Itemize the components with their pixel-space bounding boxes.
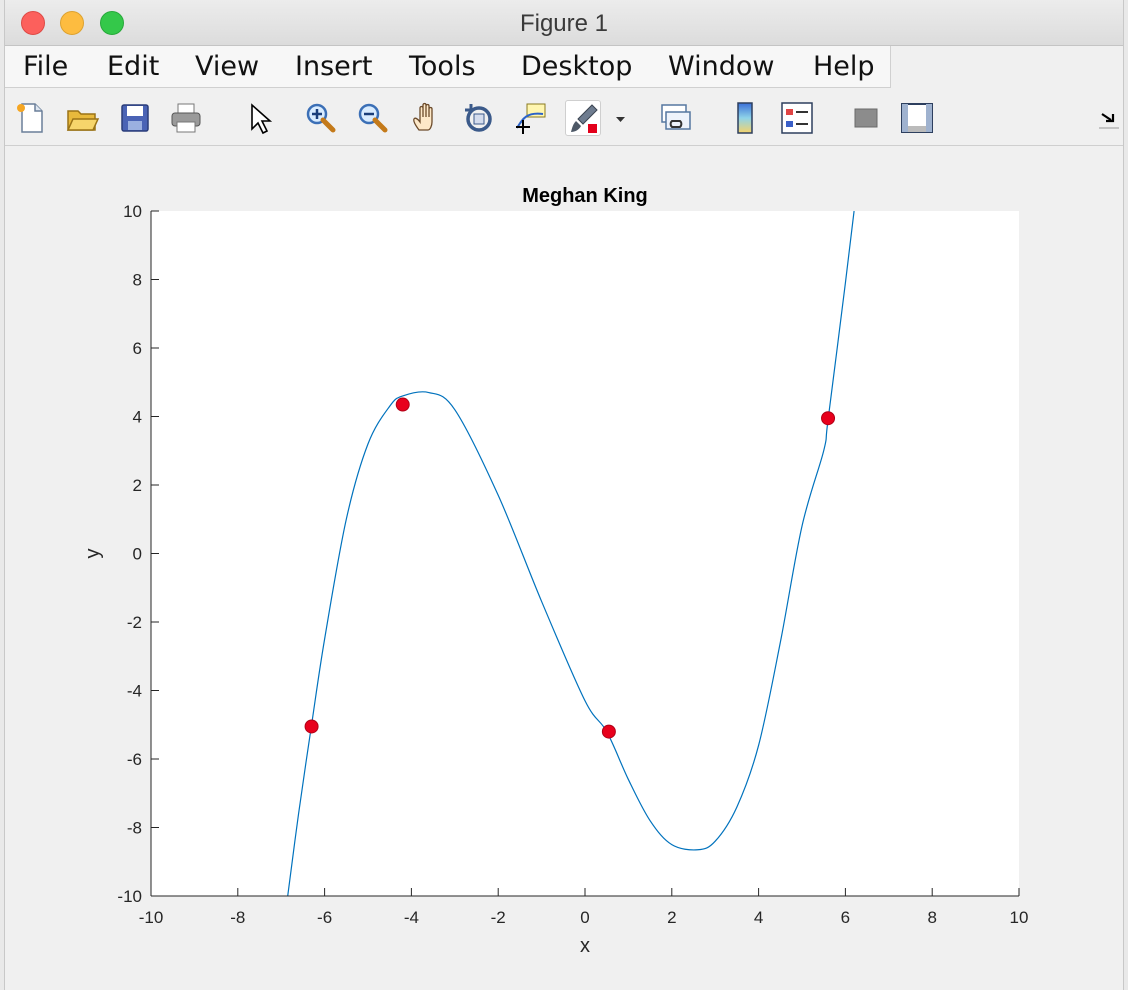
x-tick-label: 8 xyxy=(927,908,936,927)
data-cursor-icon[interactable] xyxy=(513,100,549,136)
menu-bar: File Edit View Insert Tools Desktop Wind… xyxy=(5,46,891,88)
menu-window[interactable]: Window xyxy=(668,51,775,82)
data-point-marker xyxy=(395,397,410,412)
y-tick-label: -4 xyxy=(127,682,142,701)
y-tick-label: 10 xyxy=(123,202,142,221)
y-tick-label: 2 xyxy=(133,476,142,495)
y-axis-label: y xyxy=(82,549,104,559)
data-point-marker xyxy=(601,724,616,739)
dock-arrow-icon[interactable] xyxy=(1095,100,1125,136)
axes-background[interactable] xyxy=(151,211,1019,896)
y-tick-label: 6 xyxy=(133,339,142,358)
y-tick-label: 0 xyxy=(133,545,142,564)
menu-help[interactable]: Help xyxy=(813,51,875,82)
x-tick-label: 6 xyxy=(841,908,850,927)
link-plot-icon[interactable] xyxy=(658,100,694,136)
show-plot-tools-icon[interactable] xyxy=(899,100,935,136)
y-tick-label: -10 xyxy=(117,887,142,906)
data-point-marker xyxy=(304,719,319,734)
close-window-button[interactable] xyxy=(21,11,45,35)
minimize-window-button[interactable] xyxy=(60,11,84,35)
legend-icon[interactable] xyxy=(779,100,815,136)
x-tick-label: 0 xyxy=(580,908,589,927)
figure-toolbar xyxy=(5,90,1123,146)
zoom-in-icon[interactable] xyxy=(303,100,339,136)
zoom-out-icon[interactable] xyxy=(355,100,391,136)
new-figure-icon[interactable] xyxy=(13,100,49,136)
x-tick-label: 2 xyxy=(667,908,676,927)
data-point-marker xyxy=(821,411,836,426)
colorbar-icon[interactable] xyxy=(727,100,763,136)
y-tick-label: -8 xyxy=(127,819,142,838)
x-tick-label: 4 xyxy=(754,908,763,927)
menu-edit[interactable]: Edit xyxy=(107,51,160,82)
y-tick-label: 8 xyxy=(133,271,142,290)
maximize-window-button[interactable] xyxy=(100,11,124,35)
x-tick-label: -6 xyxy=(317,908,332,927)
select-pointer-icon[interactable] xyxy=(241,100,277,136)
figure-canvas: -10 -8 -6 -4 -2 0 2 4 6 8 10 -10 -8 -6 -4 -2 0 2 4 6 8 10 Meg… xyxy=(5,146,1123,990)
pan-hand-icon[interactable] xyxy=(409,100,445,136)
menu-view[interactable]: View xyxy=(195,51,260,82)
save-icon[interactable] xyxy=(117,100,153,136)
x-tick-label: -10 xyxy=(139,908,164,927)
y-tick-label: -6 xyxy=(127,750,142,769)
x-tick-label: 10 xyxy=(1010,908,1029,927)
brush-dropdown-icon[interactable] xyxy=(613,100,629,136)
menu-file[interactable]: File xyxy=(23,51,69,82)
x-tick-label: -8 xyxy=(230,908,245,927)
hide-plot-tools-icon[interactable] xyxy=(848,100,884,136)
menu-tools[interactable]: Tools xyxy=(409,51,476,82)
rotate-3d-icon[interactable] xyxy=(461,100,497,136)
print-icon[interactable] xyxy=(168,100,204,136)
polynomial-curve xyxy=(287,211,855,896)
chart-title: Meghan King xyxy=(522,185,648,207)
figure-window: Figure 1 File Edit View Insert Tools Des… xyxy=(4,0,1124,990)
x-tick-label: -2 xyxy=(491,908,506,927)
brush-icon[interactable] xyxy=(565,100,601,136)
plot-svg: -10 -8 -6 -4 -2 0 2 4 6 8 10 -10 -8 -6 -4 -2 0 2 4 6 8 10 Meg… xyxy=(82,185,1029,957)
y-tick-label: -2 xyxy=(127,613,142,632)
x-axis-label: x xyxy=(580,935,590,957)
title-bar[interactable]: Figure 1 xyxy=(5,0,1123,46)
open-file-icon[interactable] xyxy=(64,100,100,136)
y-tick-label: 4 xyxy=(133,408,142,427)
menu-insert[interactable]: Insert xyxy=(295,51,373,82)
x-tick-label: -4 xyxy=(404,908,419,927)
menu-desktop[interactable]: Desktop xyxy=(521,51,633,82)
window-title: Figure 1 xyxy=(519,10,609,37)
